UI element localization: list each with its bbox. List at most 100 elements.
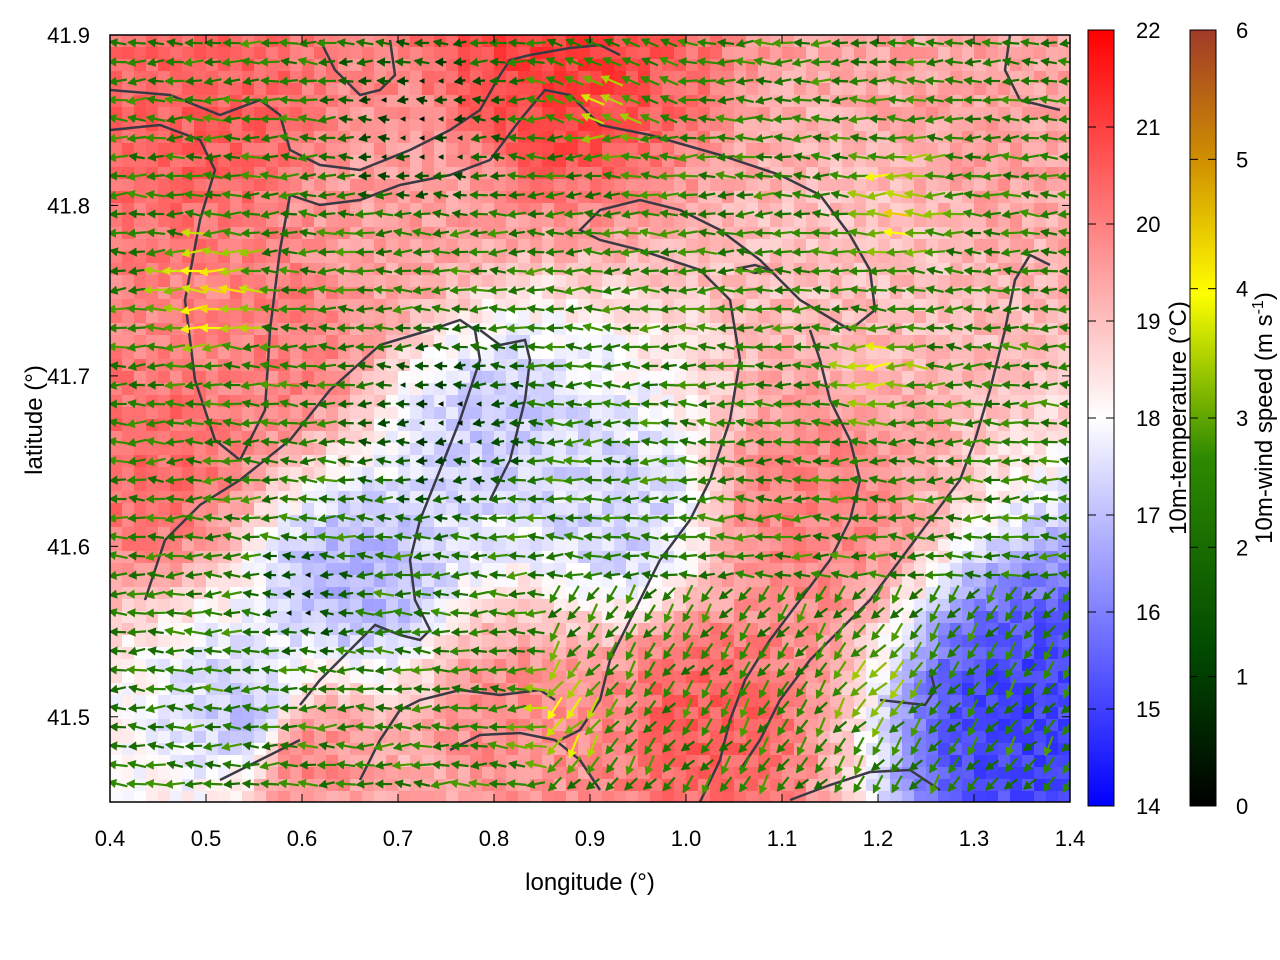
temperature-cell: [194, 83, 207, 96]
temperature-cell: [182, 599, 195, 612]
temperature-cell: [398, 47, 411, 60]
temperature-cell: [1034, 371, 1047, 384]
temperature-cell: [314, 791, 327, 802]
temperature-cell: [290, 35, 303, 48]
temperature-cell: [962, 503, 975, 516]
temperature-cell: [362, 671, 375, 684]
temperature-cell: [974, 371, 987, 384]
temperature-cell: [686, 407, 699, 420]
temperature-cell: [554, 371, 567, 384]
temperature-cell: [386, 635, 399, 648]
temperature-cell: [362, 251, 375, 264]
temperature-cell: [590, 311, 603, 324]
temperature-cell: [734, 407, 747, 420]
temperature-cell: [914, 395, 927, 408]
temperature-cell: [518, 251, 531, 264]
temperature-cell: [314, 347, 327, 360]
temperature-cell: [242, 107, 255, 120]
temperature-cell: [326, 695, 339, 708]
temperature-cell: [314, 599, 327, 612]
temperature-cell: [470, 179, 483, 192]
temperature-cell: [482, 359, 495, 372]
temperature-cell: [266, 119, 279, 132]
temperature-cell: [110, 407, 123, 420]
temperature-cell: [230, 311, 243, 324]
temperature-cell: [782, 239, 795, 252]
temperature-cell: [506, 203, 519, 216]
temperature-cell: [314, 731, 327, 744]
temperature-cell: [230, 503, 243, 516]
temperature-cell: [998, 659, 1011, 672]
temperature-cell: [458, 239, 471, 252]
temperature-cell: [338, 467, 351, 480]
temperature-cell: [398, 671, 411, 684]
temperature-cell: [302, 767, 315, 780]
temperature-cell: [290, 311, 303, 324]
temperature-cell: [170, 539, 183, 552]
temperature-cell: [542, 503, 555, 516]
temperature-cell: [374, 95, 387, 108]
temperature-cell: [926, 239, 939, 252]
temperature-cell: [686, 443, 699, 456]
plot-area: 0.4 0.5 0.6 0.7 0.8 0.9 1.0 1.1 1.2 1.3 1.4 41.541…: [47, 23, 1085, 851]
temperature-cell: [362, 215, 375, 228]
temperature-cell: [434, 107, 447, 120]
temperature-cell: [254, 179, 267, 192]
temperature-cell: [842, 743, 855, 756]
temperature-cell: [218, 47, 231, 60]
temperature-cell: [1010, 371, 1023, 384]
temperature-cell: [326, 443, 339, 456]
temperature-cell: [782, 623, 795, 636]
temperature-cell: [350, 179, 363, 192]
temperature-cell: [518, 503, 531, 516]
temperature-cell: [422, 335, 435, 348]
temperature-cell: [446, 491, 459, 504]
temperature-cell: [374, 575, 387, 588]
temperature-cell: [122, 371, 135, 384]
temperature-cell: [686, 167, 699, 180]
temperature-cell: [230, 143, 243, 156]
temperature-cell: [518, 275, 531, 288]
temperature-cell: [494, 203, 507, 216]
temperature-cell: [614, 179, 627, 192]
temperature-cell: [1010, 443, 1023, 456]
temperature-cell: [386, 575, 399, 588]
temperature-cell: [206, 215, 219, 228]
temperature-cell: [314, 83, 327, 96]
temperature-cell: [170, 371, 183, 384]
temperature-cell: [290, 359, 303, 372]
temperature-cell: [650, 83, 663, 96]
temperature-cell: [206, 503, 219, 516]
temperature-cell: [518, 215, 531, 228]
temperature-cell: [686, 539, 699, 552]
temperature-cell: [782, 575, 795, 588]
temperature-cell: [122, 767, 135, 780]
temperature-cell: [290, 215, 303, 228]
temperature-cell: [422, 203, 435, 216]
temperature-cell: [290, 623, 303, 636]
temperature-cell: [650, 143, 663, 156]
temperature-cell: [926, 47, 939, 60]
temperature-cell: [146, 179, 159, 192]
temperature-cell: [386, 779, 399, 792]
temperature-cell: [446, 83, 459, 96]
temperature-cell: [938, 539, 951, 552]
temperature-cell: [458, 539, 471, 552]
temperature-cell: [122, 503, 135, 516]
temperature-cell: [746, 647, 759, 660]
temperature-cell: [110, 239, 123, 252]
temperature-cell: [974, 707, 987, 720]
temperature-cell: [986, 47, 999, 60]
temperature-cell: [326, 215, 339, 228]
temperature-cell: [374, 215, 387, 228]
temperature-cell: [506, 635, 519, 648]
temperature-cell: [662, 503, 675, 516]
temperature-cell: [146, 731, 159, 744]
temperature-cell: [518, 467, 531, 480]
temperature-cell: [386, 167, 399, 180]
temperature-cell: [158, 599, 171, 612]
temperature-cell: [134, 635, 147, 648]
temperature-cell: [194, 671, 207, 684]
temperature-cell: [1010, 503, 1023, 516]
temperature-cell: [554, 239, 567, 252]
